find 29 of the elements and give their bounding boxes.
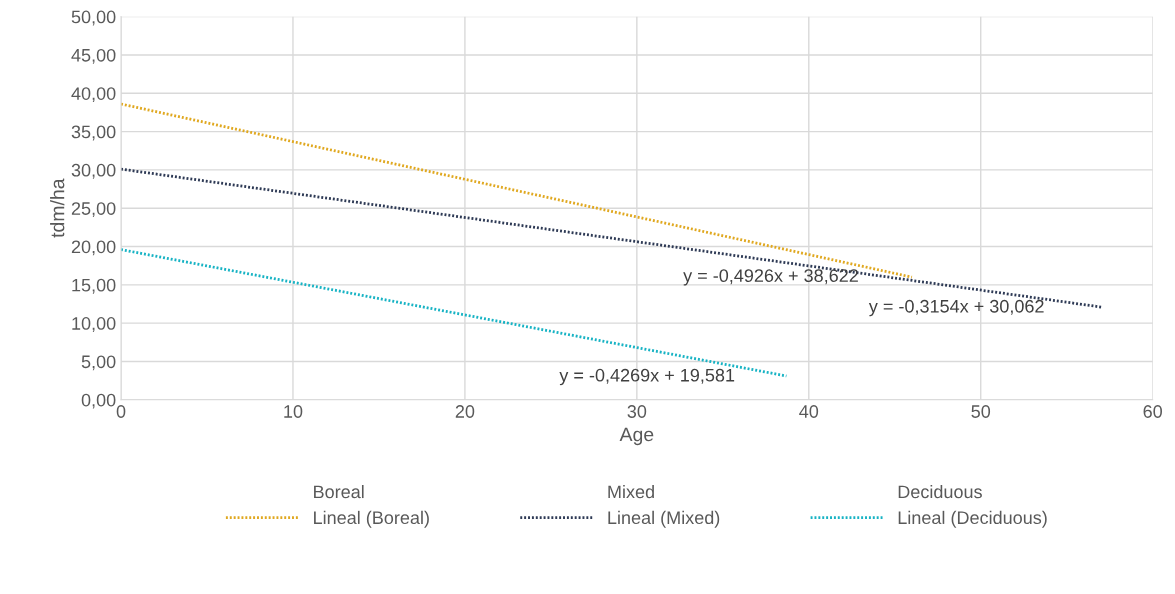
x-tick-label: 10 xyxy=(284,405,303,418)
text: Mixed xyxy=(608,484,654,499)
text: Boreal xyxy=(314,484,364,499)
y-tick-label: 0,00 xyxy=(81,393,116,409)
text: Deciduous xyxy=(898,484,982,499)
y-tick-label: 40,00 xyxy=(71,87,116,103)
y-tick-label: 15,00 xyxy=(72,278,116,294)
y-tick-label: 35,00 xyxy=(71,125,116,141)
x-tick-label: 40 xyxy=(799,405,819,418)
y-tick-label: 5,00 xyxy=(81,355,116,371)
x-tick-label: 50 xyxy=(971,405,991,418)
x-tick-label: 20 xyxy=(455,405,475,418)
x-tick-label: 30 xyxy=(627,405,647,418)
legend-label: Lineal (Mixed) xyxy=(608,510,720,528)
annotation: y = -0,4269x + 19,581 xyxy=(559,368,735,386)
legend-label: Lineal (Deciduous) xyxy=(898,510,1047,528)
y-tick-label: 50,00 xyxy=(71,10,116,26)
y-tick-label: 45,00 xyxy=(71,48,116,64)
x-tick-label: 0 xyxy=(116,405,126,418)
x-tick-label: 60 xyxy=(1143,405,1163,418)
annotation: y = -0,4926x + 38,622 xyxy=(683,269,858,286)
legend-label: Lineal (Boreal) xyxy=(314,510,429,528)
y-tick-label: 10,00 xyxy=(72,317,116,332)
y-axis-title: tdm/ha xyxy=(50,178,65,238)
x-axis-title: Age xyxy=(619,427,654,446)
y-tick-label: 25,00 xyxy=(71,202,116,218)
y-tick-label: 20,00 xyxy=(71,240,116,256)
annotation: y = -0,3154x + 30,062 xyxy=(868,299,1044,317)
y-tick-label: 30,00 xyxy=(71,163,116,179)
